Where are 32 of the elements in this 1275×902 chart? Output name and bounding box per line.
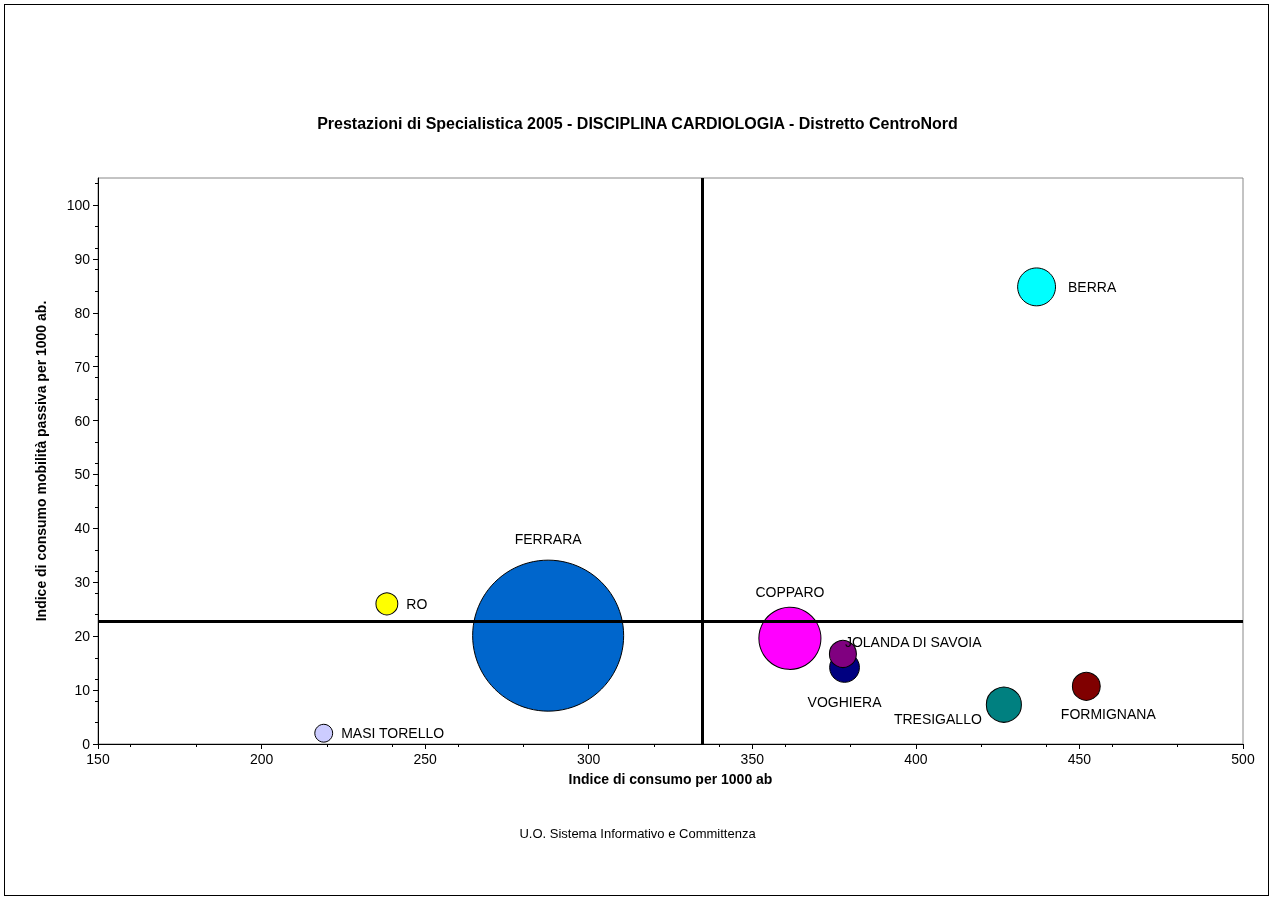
x-tick-label: 350 [740,751,765,767]
x-tick-label: 200 [249,751,274,767]
y-tick-label: 30 [74,574,91,591]
x-tick-label: 500 [1231,751,1255,767]
y-axis-title: Indice di consumo mobilità passiva per 1000 ab. [33,300,49,622]
y-tick-label: 70 [74,358,91,375]
chart-title: Prestazioni di Specialistica 2005 - DISCIPLINA CARDIOLOGIA - Distretto CentroNord [317,114,958,132]
series-label: MASI TORELLO [341,725,445,742]
x-tick-label: 250 [413,751,438,767]
y-tick-label: 10 [74,682,91,699]
x-axis-title: Indice di consumo per 1000 ab [568,771,773,787]
x-tick-label: 150 [86,751,110,767]
series-label: COPPARO [755,583,825,600]
y-tick-label: 100 [66,196,91,213]
series-label: FERRARA [514,530,583,547]
text: U.O. Sistema Informativo e Committenza [519,826,757,841]
y-tick-label: 90 [74,250,91,267]
x-tick-label: 300 [577,751,601,767]
series-label: BERRA [1068,278,1117,295]
y-tick-label: 20 [74,628,91,645]
y-tick-label: 40 [74,520,91,537]
series-label: RO [406,595,428,612]
x-tick-label: 400 [904,751,928,767]
y-tick-label: 0 [82,736,91,752]
y-tick-label: 50 [74,466,91,483]
series-label: TRESIGALLO [893,710,982,727]
series-label: JOLANDA DI SAVOIA [844,633,983,650]
y-tick-label: 80 [74,304,91,321]
series-label: VOGHIERA [807,693,883,710]
series-label: FORMIGNANA [1060,705,1157,722]
y-tick-label: 60 [74,412,91,429]
x-tick-label: 450 [1067,751,1092,767]
